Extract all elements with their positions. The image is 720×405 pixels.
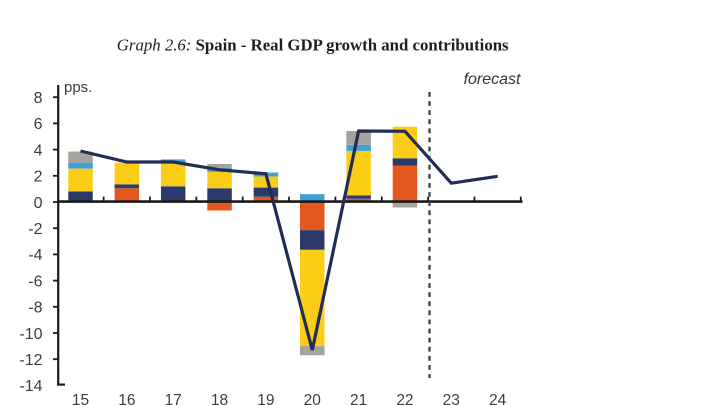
svg-text:2: 2 xyxy=(34,169,43,186)
svg-text:-4: -4 xyxy=(28,247,42,264)
svg-text:4: 4 xyxy=(34,142,43,159)
svg-text:-10: -10 xyxy=(19,326,42,343)
svg-text:-6: -6 xyxy=(28,273,42,290)
svg-text:17: 17 xyxy=(165,392,182,405)
svg-text:6: 6 xyxy=(34,116,43,133)
svg-text:-14: -14 xyxy=(19,378,42,395)
svg-text:Graph 2.6: Spain - Real GDP gr: Graph 2.6: Spain - Real GDP growth and c… xyxy=(117,36,509,55)
svg-text:8: 8 xyxy=(34,90,43,107)
svg-text:24: 24 xyxy=(489,392,507,405)
svg-text:23: 23 xyxy=(443,392,460,405)
svg-text:pps.: pps. xyxy=(64,79,92,96)
svg-text:19: 19 xyxy=(257,392,274,405)
svg-text:21: 21 xyxy=(350,392,367,405)
svg-text:15: 15 xyxy=(72,392,89,405)
svg-text:18: 18 xyxy=(211,392,228,405)
svg-text:0: 0 xyxy=(34,195,43,212)
svg-text:forecast: forecast xyxy=(464,71,521,88)
svg-text:16: 16 xyxy=(118,392,135,405)
svg-text:-2: -2 xyxy=(28,221,42,238)
svg-text:-8: -8 xyxy=(28,300,42,317)
svg-text:-12: -12 xyxy=(19,352,42,369)
svg-text:20: 20 xyxy=(304,392,322,405)
svg-text:22: 22 xyxy=(396,392,413,405)
